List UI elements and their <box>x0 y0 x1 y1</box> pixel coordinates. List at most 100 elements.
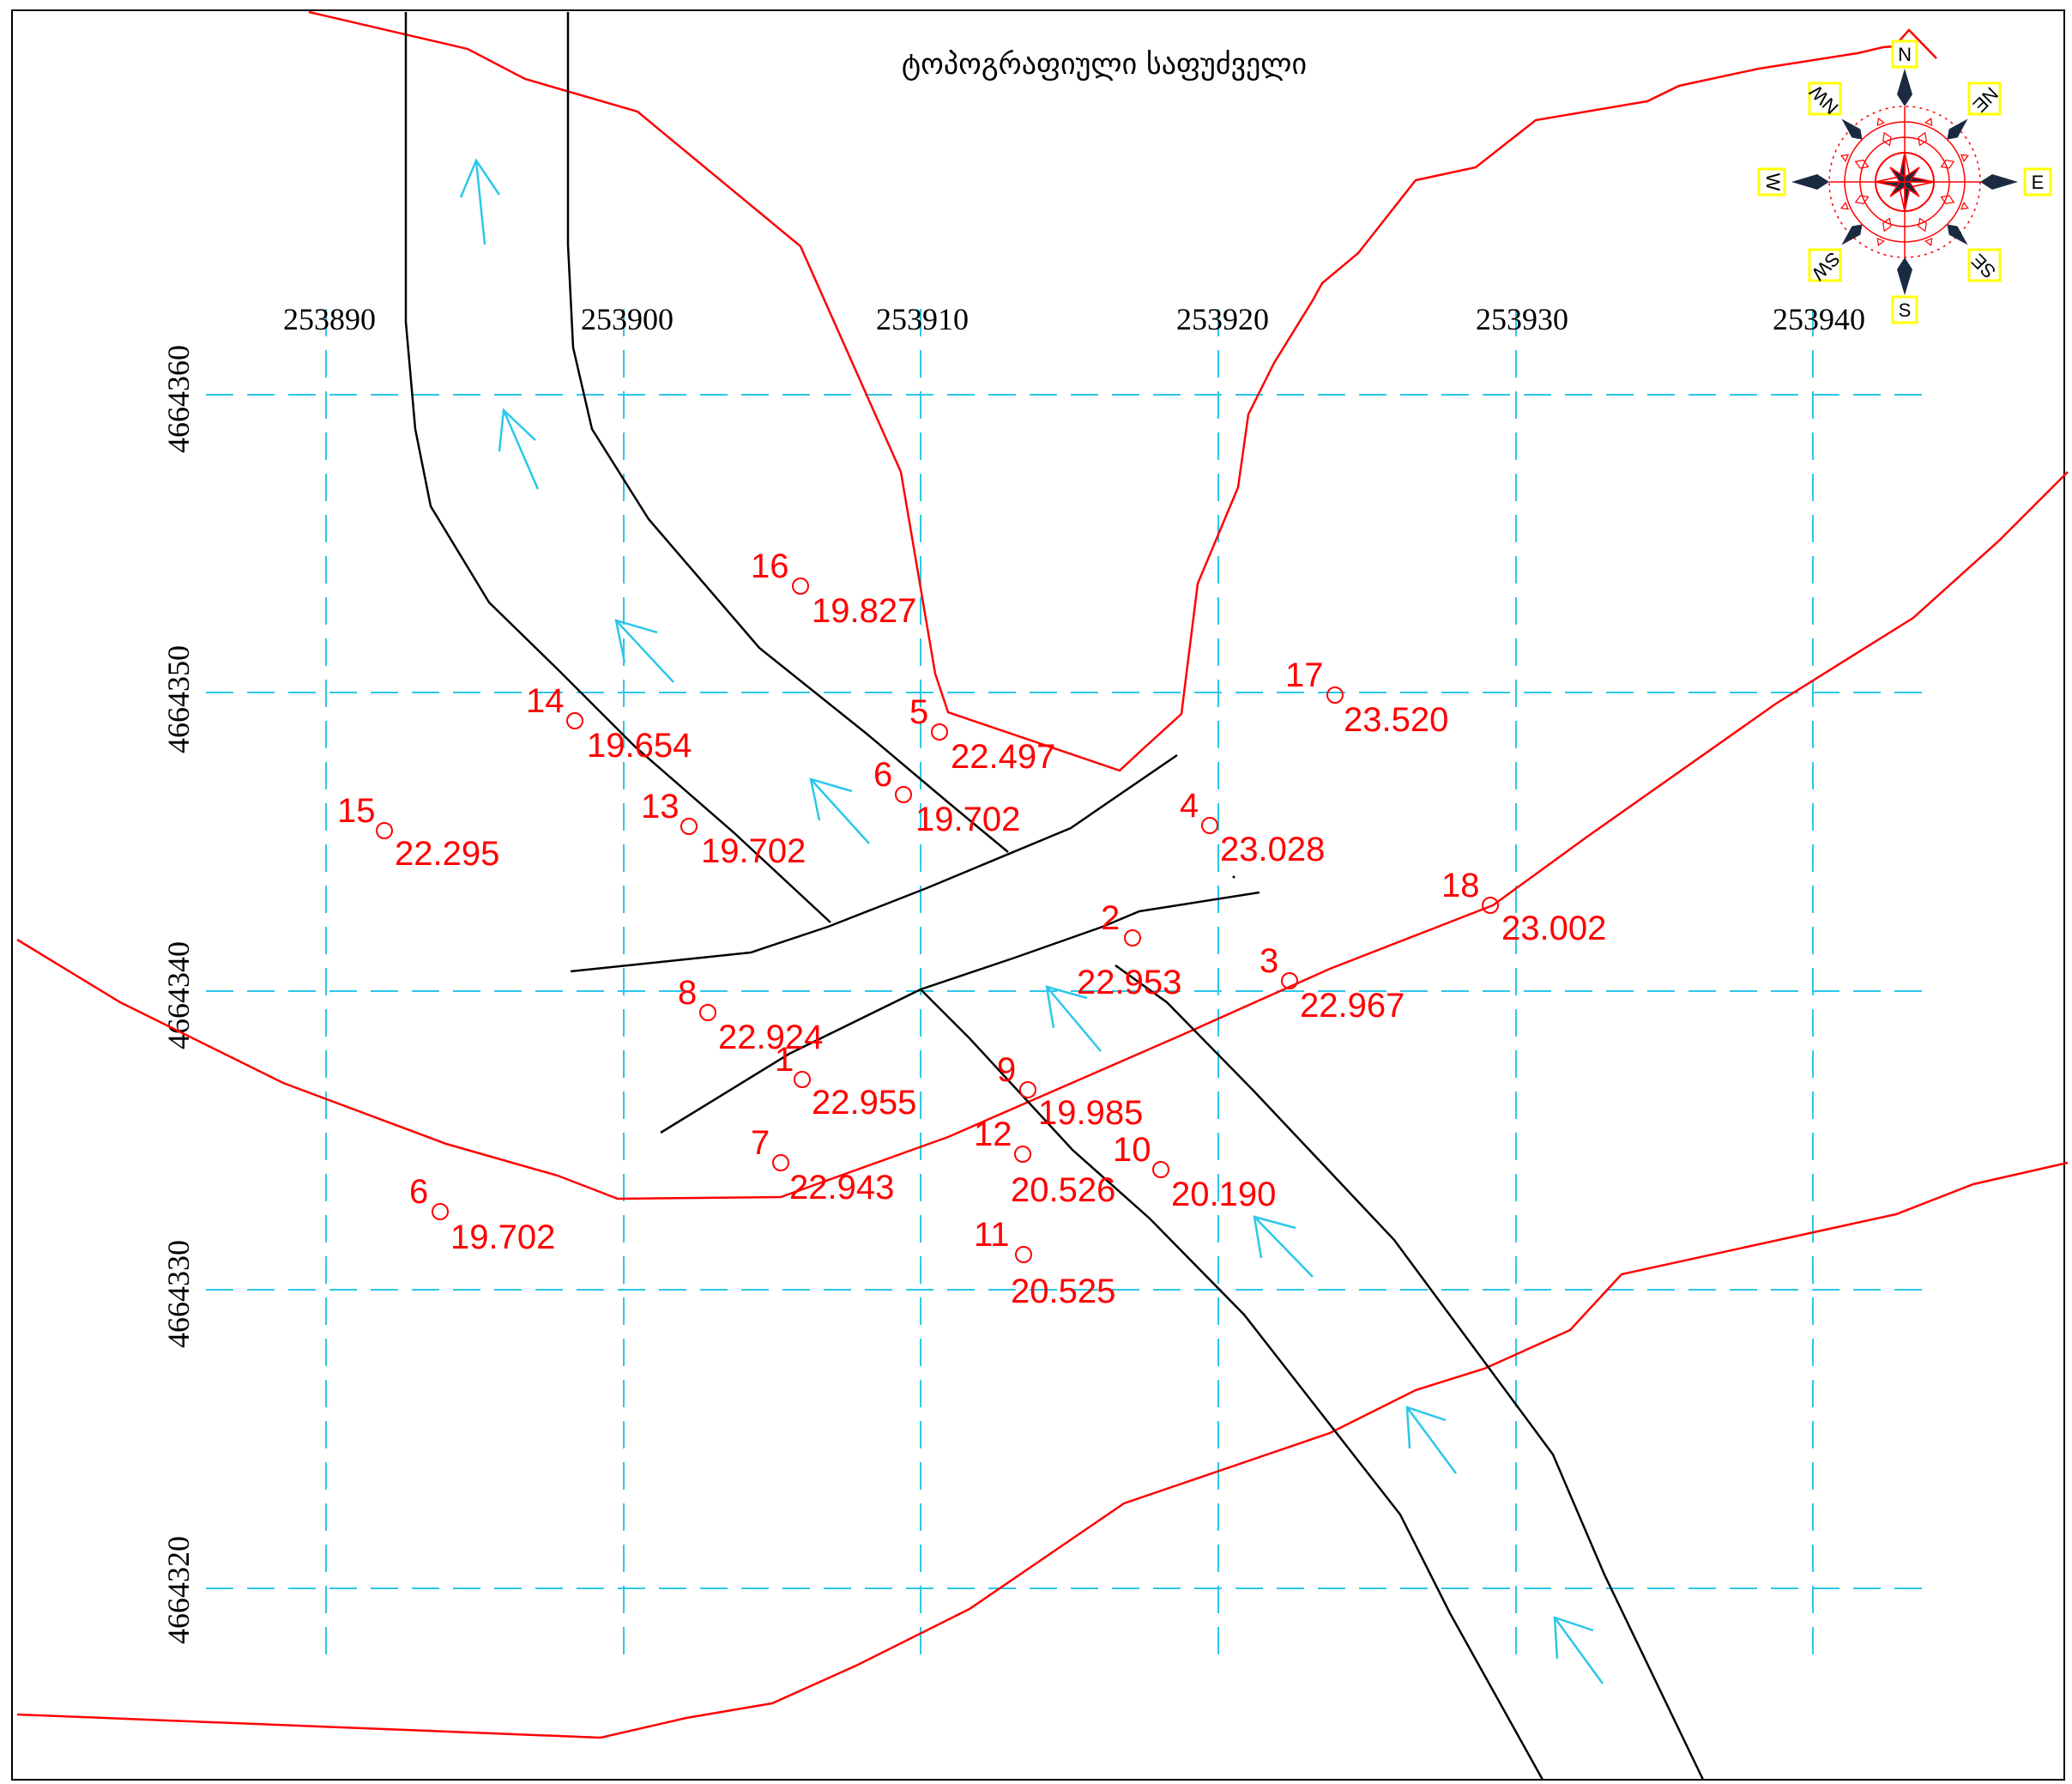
contour-lines <box>16 10 2069 1739</box>
compass-rose-icon: N NE E SE S SW W NW <box>1757 39 2052 324</box>
flow-arrow-icon <box>1045 985 1102 1052</box>
point-id-label: 14 <box>526 682 565 720</box>
compass-cardinal-needles <box>1791 69 2018 295</box>
survey-point <box>376 822 393 839</box>
point-id-label: 4 <box>1180 787 1199 825</box>
point-id-label: 1 <box>775 1041 794 1079</box>
flow-arrows <box>459 158 1604 1684</box>
point-id-label: 11 <box>974 1216 1010 1254</box>
point-id-label: 12 <box>974 1116 1012 1153</box>
survey-point <box>566 712 583 729</box>
y-tick-label: 4664360 <box>161 345 196 453</box>
point-elevation-label: 22.955 <box>812 1084 916 1122</box>
survey-point <box>931 723 948 741</box>
road-lines <box>404 12 1705 1781</box>
point-id-label: 7 <box>751 1124 770 1162</box>
x-tick-label: 253920 <box>1176 302 1269 336</box>
crossing-south <box>660 891 1260 1134</box>
contour-line-ravine <box>308 10 1937 772</box>
y-tick-label: 4664320 <box>161 1536 196 1644</box>
y-axis-labels: 4664360 4664350 4664340 4664330 4664320 <box>161 345 196 1644</box>
survey-point <box>792 578 809 595</box>
survey-point <box>1326 686 1344 704</box>
point-elevation-label: 19.985 <box>1038 1094 1143 1132</box>
point-id-label: 8 <box>678 974 697 1012</box>
point-elevation-label: 23.520 <box>1344 701 1448 739</box>
survey-point <box>699 1004 716 1021</box>
survey-point <box>794 1071 811 1088</box>
tiny-dot <box>1232 875 1235 879</box>
point-elevation-label: 20.525 <box>1011 1273 1115 1310</box>
point-elevation-label: 22.953 <box>1077 964 1181 1001</box>
point-elevation-label: 19.702 <box>450 1219 555 1256</box>
point-elevation-label: 19.654 <box>587 727 692 765</box>
compass-label-e: E <box>2032 172 2045 193</box>
survey-point <box>895 786 912 803</box>
y-tick-label: 4664340 <box>161 941 196 1049</box>
survey-point <box>680 818 698 835</box>
point-id-label: 17 <box>1285 656 1324 694</box>
x-tick-label: 253900 <box>581 302 674 336</box>
survey-point <box>1281 972 1298 989</box>
point-id-label: 10 <box>1113 1131 1151 1169</box>
point-elevation-label: 22.924 <box>718 1019 823 1056</box>
point-elevation-label: 22.295 <box>395 835 499 873</box>
point-id-label: 18 <box>1441 867 1480 904</box>
point-id-label: 6 <box>409 1173 428 1211</box>
point-elevation-label: 22.967 <box>1300 987 1404 1025</box>
point-elevation-label: 23.028 <box>1220 831 1325 868</box>
survey-point <box>1152 1161 1169 1178</box>
map-title: ტოპოგრაფიული საფუძველი <box>902 47 1307 82</box>
flow-arrow-icon <box>614 619 674 683</box>
coordinate-grid <box>206 309 1922 1656</box>
point-id-label: 5 <box>909 693 928 731</box>
survey-point <box>1015 1246 1032 1263</box>
point-id-label: 3 <box>1260 942 1278 980</box>
point-elevation-label: 23.002 <box>1501 910 1606 947</box>
flow-arrow-icon <box>498 408 540 490</box>
survey-point-ids: 16 17 14 5 15 13 6 4 18 2 3 8 1 9 12 10 … <box>337 547 1480 1254</box>
point-id-label: 15 <box>337 792 376 830</box>
road-edge-east <box>566 12 1009 853</box>
point-elevation-label: 20.190 <box>1171 1176 1276 1213</box>
point-elevation-label: 19.827 <box>812 592 916 630</box>
point-elevation-label: 22.497 <box>951 738 1055 776</box>
y-tick-label: 4664330 <box>161 1240 196 1348</box>
point-elevation-label: 22.943 <box>789 1169 894 1206</box>
survey-point <box>1482 897 1499 914</box>
survey-point <box>1019 1081 1036 1098</box>
point-id-label: 6 <box>873 756 892 794</box>
flow-arrow-icon <box>1553 1616 1604 1684</box>
x-tick-label: 253890 <box>283 302 376 336</box>
x-tick-label: 253910 <box>876 302 969 336</box>
point-id-label: 13 <box>641 788 680 825</box>
x-tick-label: 253940 <box>1773 302 1865 336</box>
survey-point <box>1014 1146 1031 1163</box>
contour-line-left <box>16 471 2069 1200</box>
compass-label-n: N <box>1898 44 1912 65</box>
compass-label-s: S <box>1899 299 1912 321</box>
point-elevation-label: 19.702 <box>701 832 806 870</box>
survey-point-markers <box>376 578 1499 1263</box>
flow-arrow-icon <box>1253 1215 1314 1278</box>
point-id-label: 2 <box>1101 899 1120 937</box>
map-frame <box>11 9 2065 1781</box>
point-id-label: 16 <box>751 547 789 585</box>
flow-arrow-icon <box>809 777 870 844</box>
contour-line-lower <box>16 1161 2069 1739</box>
river-edge-east <box>1115 964 1705 1781</box>
point-elevation-label: 19.702 <box>915 801 1020 838</box>
point-id-label: 9 <box>997 1051 1016 1089</box>
x-tick-label: 253930 <box>1476 302 1568 336</box>
compass-ornaments <box>1839 117 1970 247</box>
road-edge-west <box>404 12 831 923</box>
point-elevation-label: 20.526 <box>1011 1171 1115 1209</box>
compass-labels: N NE E SE S SW W NW <box>1757 39 2052 324</box>
flow-arrow-icon <box>459 158 501 245</box>
survey-point-elevations: 19.827 23.520 19.654 22.497 22.295 19.70… <box>395 592 1606 1310</box>
survey-point <box>1201 817 1218 834</box>
survey-point <box>432 1203 449 1220</box>
compass-label-w: W <box>1762 173 1784 191</box>
flow-arrow-icon <box>1405 1406 1458 1474</box>
